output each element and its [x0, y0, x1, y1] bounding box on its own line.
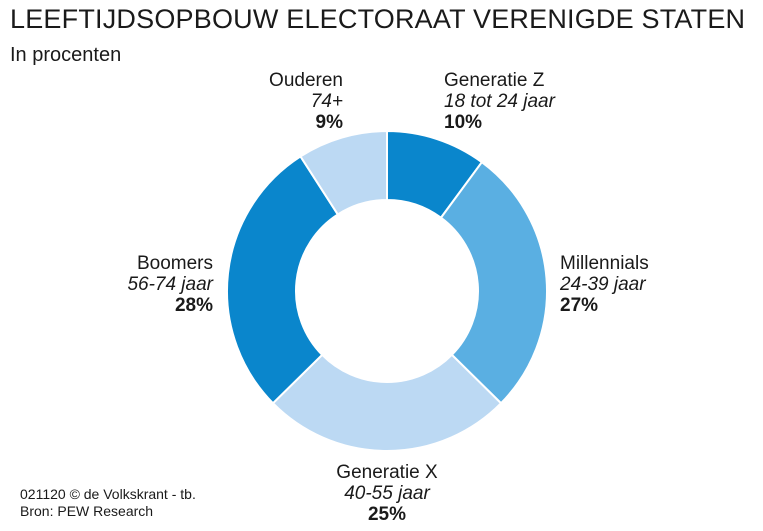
slice-percent: 28% [174, 295, 213, 316]
slice-name: Generatie Z [444, 70, 545, 91]
donut-slice-generatie-x [271, 353, 503, 452]
slice-percent: 9% [315, 112, 343, 133]
chart-subtitle: In procenten [10, 44, 122, 66]
slice-percent: 25% [367, 504, 407, 525]
slice-range: 18 tot 24 jaar [444, 91, 555, 112]
slice-percent: 27% [560, 295, 599, 316]
slice-name: Boomers [136, 253, 213, 274]
label-generatie-x: Generatie X 40-55 jaar 25% [322, 462, 452, 525]
slice-name: Generatie X [336, 462, 438, 483]
slice-range: 74+ [310, 91, 343, 112]
slice-range: 40-55 jaar [344, 483, 430, 504]
donut-slice-ouderen [299, 129, 388, 216]
slice-range: 24-39 jaar [560, 274, 646, 295]
slice-name: Millennials [560, 253, 649, 274]
credit-line: 021120 © de Volkskrant - tb. [20, 486, 196, 502]
slice-name: Ouderen [269, 70, 343, 91]
credit-block: 021120 © de Volkskrant - tb. Bron: PEW R… [20, 486, 196, 520]
source-line: Bron: PEW Research [20, 503, 154, 519]
label-millennials: Millennials 24-39 jaar 27% [560, 253, 649, 316]
label-ouderen: Ouderen 74+ 9% [213, 70, 343, 133]
label-boomers: Boomers 56-74 jaar 28% [83, 253, 213, 316]
donut-slice-boomers [226, 155, 340, 405]
slice-percent: 10% [444, 112, 483, 133]
label-generatie-z: Generatie Z 18 tot 24 jaar 10% [444, 70, 555, 133]
donut-slice-millennials [439, 160, 548, 405]
chart-title: LEEFTIJDSOPBOUW ELECTORAAT VERENIGDE STA… [10, 4, 746, 34]
slice-range: 56-74 jaar [127, 274, 213, 295]
